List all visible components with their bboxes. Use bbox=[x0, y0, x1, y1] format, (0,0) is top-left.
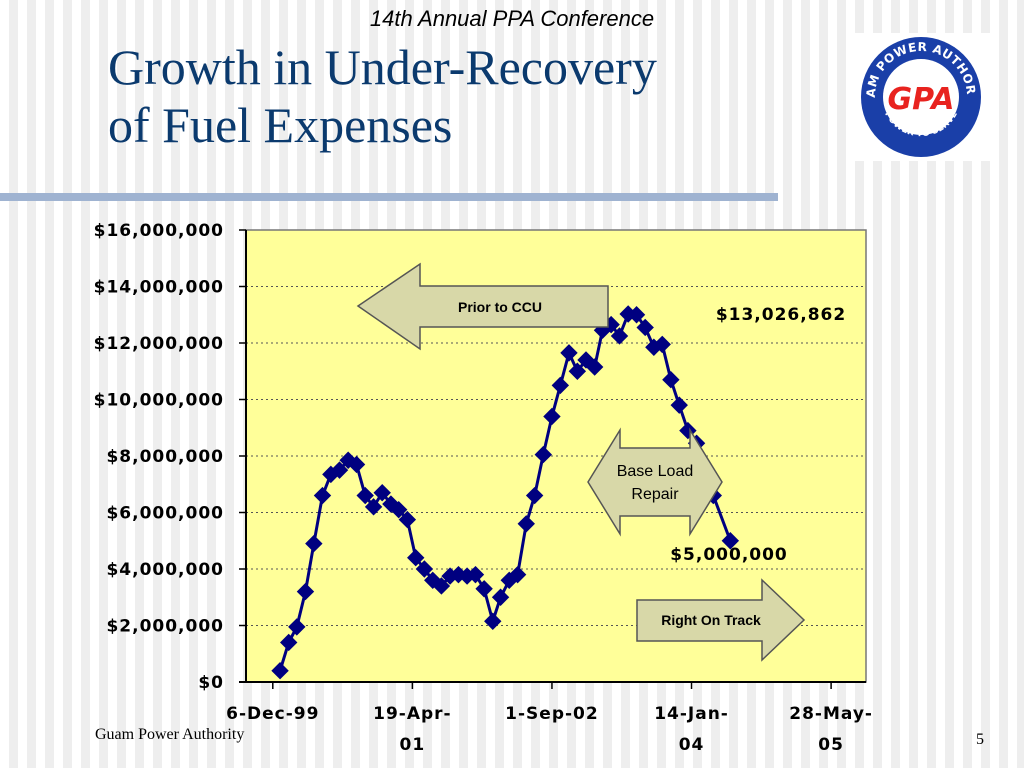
data-point-marker bbox=[389, 500, 408, 519]
x-tick-labels: 6-Dec-99 19-Apr- 01 1-Sep-02 14-Jan- 04 28-May… bbox=[226, 704, 873, 755]
arrow-right-on-track: Right On Track bbox=[636, 578, 806, 662]
data-point-marker bbox=[280, 633, 298, 652]
gpa-logo: GUAM POWER AUTHORITY POWER TO SERVE GPA bbox=[846, 22, 990, 161]
data-point-marker bbox=[356, 486, 374, 505]
data-point-marker bbox=[398, 510, 417, 529]
axes bbox=[239, 229, 866, 689]
data-point-marker bbox=[568, 362, 587, 380]
end-value-label: $5,000,000 bbox=[670, 545, 788, 565]
data-point-marker bbox=[484, 612, 502, 630]
data-point-marker bbox=[305, 534, 323, 553]
data-point-marker bbox=[551, 376, 570, 395]
arrow-base-label-line1: Base Load bbox=[617, 463, 694, 480]
y-tick-label: $14,000,000 bbox=[94, 278, 224, 298]
arrow-base-label-line2: Repair bbox=[631, 486, 679, 503]
x-tick-label: 6-Dec-99 bbox=[226, 704, 319, 724]
data-point-marker bbox=[296, 582, 315, 601]
data-point-marker bbox=[560, 344, 578, 362]
x-tick-label-continued: 04 bbox=[679, 735, 705, 755]
conference-title: 14th Annual PPA Conference bbox=[369, 6, 655, 31]
x-tick-label-continued: 05 bbox=[818, 735, 844, 755]
x-tick-label: 1-Sep-02 bbox=[505, 704, 599, 724]
x-tick-label: 14-Jan- bbox=[654, 704, 729, 724]
title-line-2: of Fuel Expenses bbox=[108, 97, 453, 153]
y-tick-label: $4,000,000 bbox=[106, 560, 224, 580]
data-point-marker bbox=[466, 565, 485, 584]
page-title: Growth in Under-Recovery of Fuel Expense… bbox=[108, 38, 828, 154]
data-point-marker bbox=[271, 661, 289, 680]
peak-value-label: $13,026,862 bbox=[716, 305, 846, 325]
title-line-1: Growth in Under-Recovery bbox=[108, 39, 657, 95]
y-tick-label: $2,000,000 bbox=[106, 617, 224, 637]
y-tick-label: $0 bbox=[198, 673, 224, 693]
data-point-marker bbox=[288, 618, 306, 636]
data-point-marker bbox=[491, 588, 510, 606]
data-point-marker bbox=[670, 396, 688, 414]
data-point-marker bbox=[330, 461, 349, 479]
logo-monogram: GPA bbox=[887, 82, 954, 117]
arrow-prior-shape bbox=[356, 262, 609, 351]
series-markers bbox=[271, 305, 740, 680]
data-point-marker bbox=[525, 486, 544, 505]
data-point-marker bbox=[534, 445, 553, 464]
title-divider bbox=[0, 193, 778, 201]
data-point-marker bbox=[585, 358, 604, 376]
data-point-marker bbox=[415, 560, 434, 578]
y-tick-label: $6,000,000 bbox=[106, 504, 224, 524]
data-point-marker bbox=[347, 455, 366, 474]
data-point-marker bbox=[610, 327, 629, 345]
data-point-marker bbox=[517, 515, 535, 533]
data-point-marker bbox=[636, 318, 654, 337]
data-point-marker bbox=[364, 498, 383, 516]
data-point-marker bbox=[313, 486, 332, 505]
page-number: 5 bbox=[976, 731, 984, 748]
data-point-marker bbox=[721, 532, 740, 550]
data-point-marker bbox=[543, 407, 561, 426]
data-point-marker bbox=[475, 580, 493, 598]
arrow-prior-label: Prior to CCU bbox=[458, 299, 542, 315]
y-tick-labels: $0 $2,000,000 $4,000,000 $6,000,000 $8,000,0… bbox=[94, 221, 224, 693]
arrow-base-load-repair: Base Load Repair bbox=[587, 427, 723, 537]
x-tick-label: 19-Apr- bbox=[373, 704, 451, 724]
gpa-logo-graphic: GUAM POWER AUTHORITY POWER TO SERVE GPA bbox=[846, 22, 981, 157]
data-point-marker bbox=[407, 548, 425, 567]
data-point-marker bbox=[627, 306, 646, 324]
data-point-marker bbox=[662, 371, 680, 389]
y-tick-label: $16,000,000 bbox=[94, 221, 224, 241]
x-tick-label: 28-May- bbox=[789, 704, 873, 724]
x-tick-label-continued: 01 bbox=[400, 735, 426, 755]
arrow-right-label: Right On Track bbox=[661, 612, 761, 628]
arrow-right-shape bbox=[636, 578, 806, 662]
arrow-prior-to-ccu: Prior to CCU bbox=[356, 262, 609, 351]
data-point-marker bbox=[373, 484, 391, 502]
y-tick-label: $12,000,000 bbox=[94, 334, 224, 354]
data-point-marker bbox=[653, 335, 671, 354]
arrow-base-shape bbox=[587, 427, 723, 537]
data-point-marker bbox=[382, 495, 400, 513]
data-point-marker bbox=[508, 565, 527, 584]
y-tick-label: $10,000,000 bbox=[94, 391, 224, 411]
y-tick-label: $8,000,000 bbox=[106, 447, 224, 467]
data-point-marker bbox=[432, 577, 451, 595]
footer-organization: Guam Power Authority bbox=[95, 726, 245, 743]
